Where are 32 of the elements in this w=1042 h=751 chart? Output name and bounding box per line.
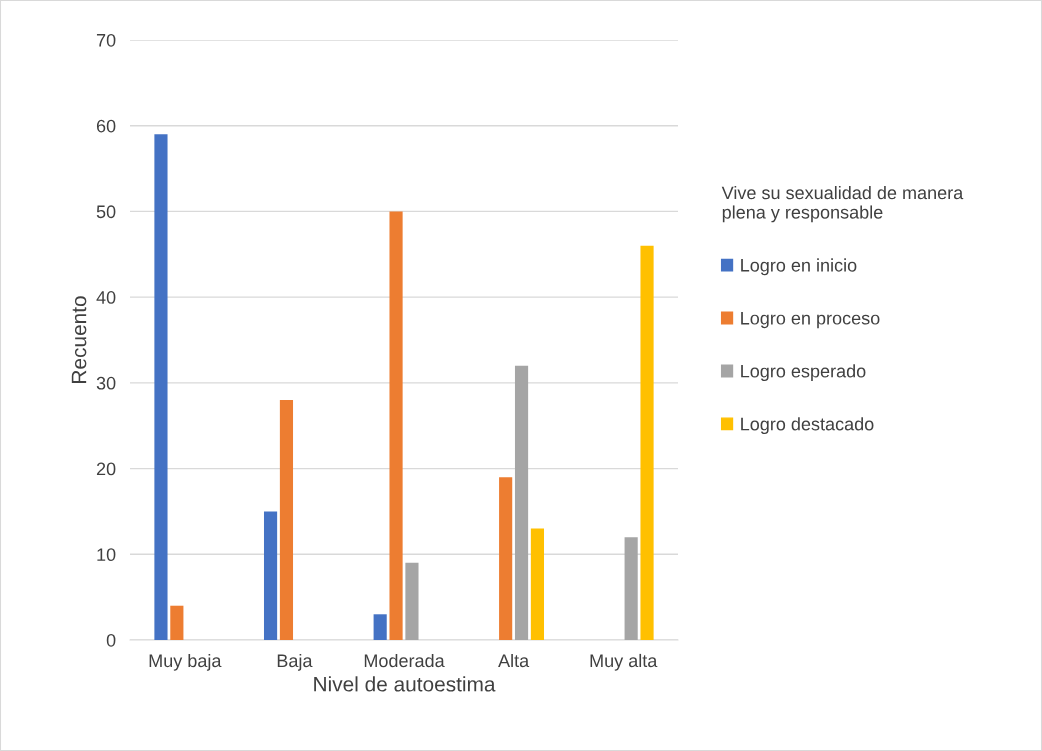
x-tick-label: Muy alta xyxy=(590,653,658,671)
bar xyxy=(154,134,168,640)
y-tick-label: 40 xyxy=(96,291,116,304)
y-tick-label: 30 xyxy=(96,376,116,390)
x-tick-label: Alta xyxy=(498,653,530,668)
x-axis-title: Nivel de autoestima xyxy=(314,676,496,692)
bar xyxy=(640,245,654,640)
bar xyxy=(389,211,403,640)
y-tick-label: 20 xyxy=(96,462,116,476)
bar xyxy=(624,537,638,640)
legend-label: Logro en inicio xyxy=(741,258,857,276)
legend-title: Vive su sexualidad de manera plena y responsable xyxy=(721,185,964,223)
bar xyxy=(279,400,294,640)
x-tick-label: Moderada xyxy=(364,653,445,668)
y-axis-title: Recuento xyxy=(71,296,87,383)
y-tick-label: 70 xyxy=(96,33,116,47)
y-tick-label: 50 xyxy=(96,205,116,219)
bar xyxy=(499,477,513,640)
x-tick-label: Baja xyxy=(277,653,313,671)
bar xyxy=(514,365,529,640)
bar xyxy=(263,511,278,640)
y-tick-label: 60 xyxy=(96,119,116,133)
bar xyxy=(405,562,419,640)
legend-label: Logro destacado xyxy=(741,417,874,435)
legend-label: Logro en proceso xyxy=(741,311,880,329)
legend-label: Logro esperado xyxy=(741,364,866,382)
bar xyxy=(170,605,184,640)
x-tick-label: Muy baja xyxy=(149,653,222,671)
y-tick-label: 0 xyxy=(106,633,116,647)
bar xyxy=(530,528,545,640)
y-tick-label: 10 xyxy=(97,548,116,562)
bar xyxy=(373,614,387,640)
